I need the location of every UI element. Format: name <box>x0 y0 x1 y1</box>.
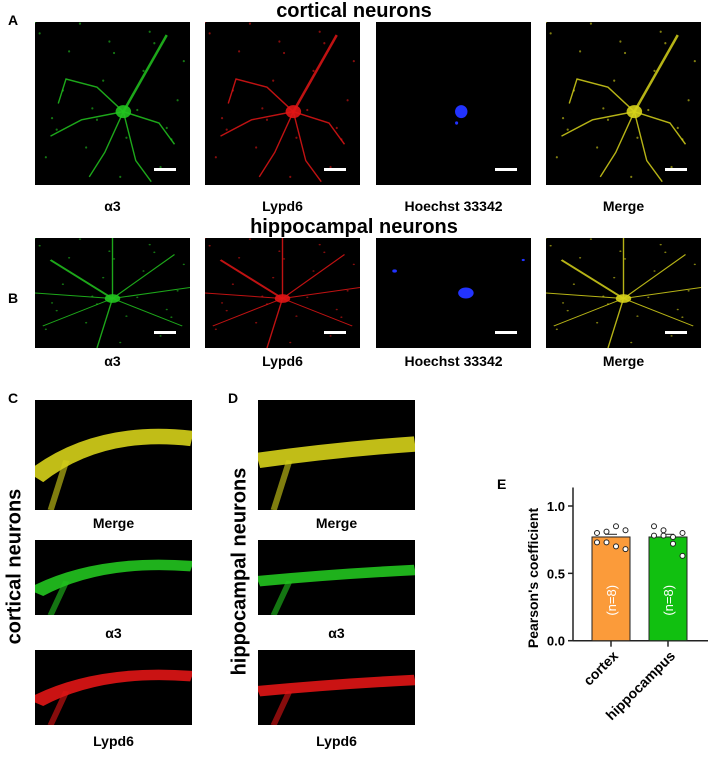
row_a-micrograph-3 <box>376 22 531 185</box>
row_b-micrograph-2 <box>205 238 360 348</box>
bar-n-label: (n=8) <box>604 585 619 616</box>
pearson-bar-chart: Pearson's coefficient 0.0 0.5 1.0 (n=8) cort… <box>525 487 708 723</box>
row-b-title: hippocampal neurons <box>250 216 458 238</box>
scale-bar <box>665 168 687 171</box>
panel-d-side-title: hippocampal neurons <box>228 467 251 676</box>
panel-d-label: D <box>228 390 239 406</box>
panel_d-caption-2: α3 <box>328 625 345 641</box>
data-point <box>594 529 600 536</box>
panel_d-crop-2 <box>258 540 415 615</box>
row_a-micrograph-1 <box>35 22 190 185</box>
panel-a-label: A <box>8 12 19 28</box>
row_b-caption-4: Merge <box>602 353 645 369</box>
scale-bar <box>154 331 176 334</box>
bar-n-label: (n=8) <box>661 585 676 616</box>
panel_d-crop-3 <box>258 650 415 725</box>
row_b-caption-3: Hoechst 33342 <box>404 353 503 369</box>
row_b-micrograph-4 <box>546 238 701 348</box>
panel-b-label: B <box>8 290 19 306</box>
y-axis-label: Pearson's coefficient <box>525 508 541 649</box>
panel-c-label: C <box>8 390 19 406</box>
bar-cortex <box>591 536 631 642</box>
scale-bar <box>324 331 346 334</box>
panel_c-crop-2 <box>35 540 192 615</box>
data-point <box>622 527 629 534</box>
panel_c-caption-1: Merge <box>92 515 135 531</box>
data-point <box>670 533 676 540</box>
data-point <box>603 528 610 535</box>
row_a-caption-1: α3 <box>104 198 121 214</box>
y-tick-label: 0.0 <box>547 634 565 649</box>
row_a-micrograph-4 <box>546 22 701 185</box>
data-point <box>670 540 676 547</box>
data-point <box>679 552 686 559</box>
data-point <box>660 532 667 539</box>
row_b-micrograph-1 <box>35 238 190 348</box>
panel_d-caption-1: Merge <box>315 515 358 531</box>
row_a-micrograph-2 <box>205 22 360 185</box>
data-point <box>651 532 657 539</box>
scale-bar <box>324 168 346 171</box>
scale-bar <box>665 331 687 334</box>
panel-e-label: E <box>497 476 507 492</box>
scale-bar <box>495 168 517 171</box>
data-point <box>613 543 619 550</box>
data-point <box>651 523 657 530</box>
row_a-caption-2: Lypd6 <box>262 198 303 214</box>
row_a-caption-3: Hoechst 33342 <box>404 198 503 214</box>
row-a-title: cortical neurons <box>276 0 432 22</box>
panel_d-crop-1 <box>258 400 415 510</box>
scale-bar <box>154 168 176 171</box>
panel_c-crop-1 <box>35 400 192 510</box>
y-tick-label: 0.5 <box>547 566 565 581</box>
data-point <box>679 529 686 536</box>
row_b-caption-1: α3 <box>104 353 121 369</box>
data-point <box>594 539 600 546</box>
panel_c-caption-3: Lypd6 <box>93 733 134 749</box>
row_b-micrograph-3 <box>376 238 531 348</box>
scale-bar <box>495 331 517 334</box>
row_a-caption-4: Merge <box>602 198 645 214</box>
x-tick-label-cortex: cortex <box>580 647 621 688</box>
panel_c-crop-3 <box>35 650 192 725</box>
panel_c-caption-2: α3 <box>105 625 122 641</box>
data-point <box>622 546 629 553</box>
data-point <box>613 523 619 530</box>
data-point <box>603 539 610 546</box>
y-tick-label: 1.0 <box>547 499 565 514</box>
panel_d-caption-3: Lypd6 <box>316 733 357 749</box>
panel-c-side-title: cortical neurons <box>3 488 26 645</box>
row_b-caption-2: Lypd6 <box>262 353 303 369</box>
data-point <box>660 527 667 534</box>
